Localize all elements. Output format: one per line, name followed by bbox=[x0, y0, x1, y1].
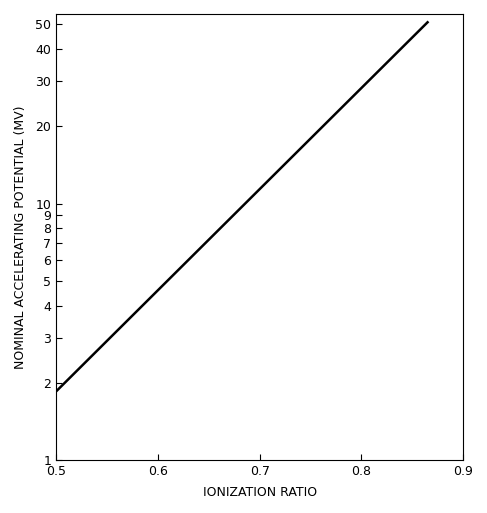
Y-axis label: NOMINAL ACCELERATING POTENTIAL (MV): NOMINAL ACCELERATING POTENTIAL (MV) bbox=[14, 105, 27, 369]
X-axis label: IONIZATION RATIO: IONIZATION RATIO bbox=[203, 486, 317, 499]
